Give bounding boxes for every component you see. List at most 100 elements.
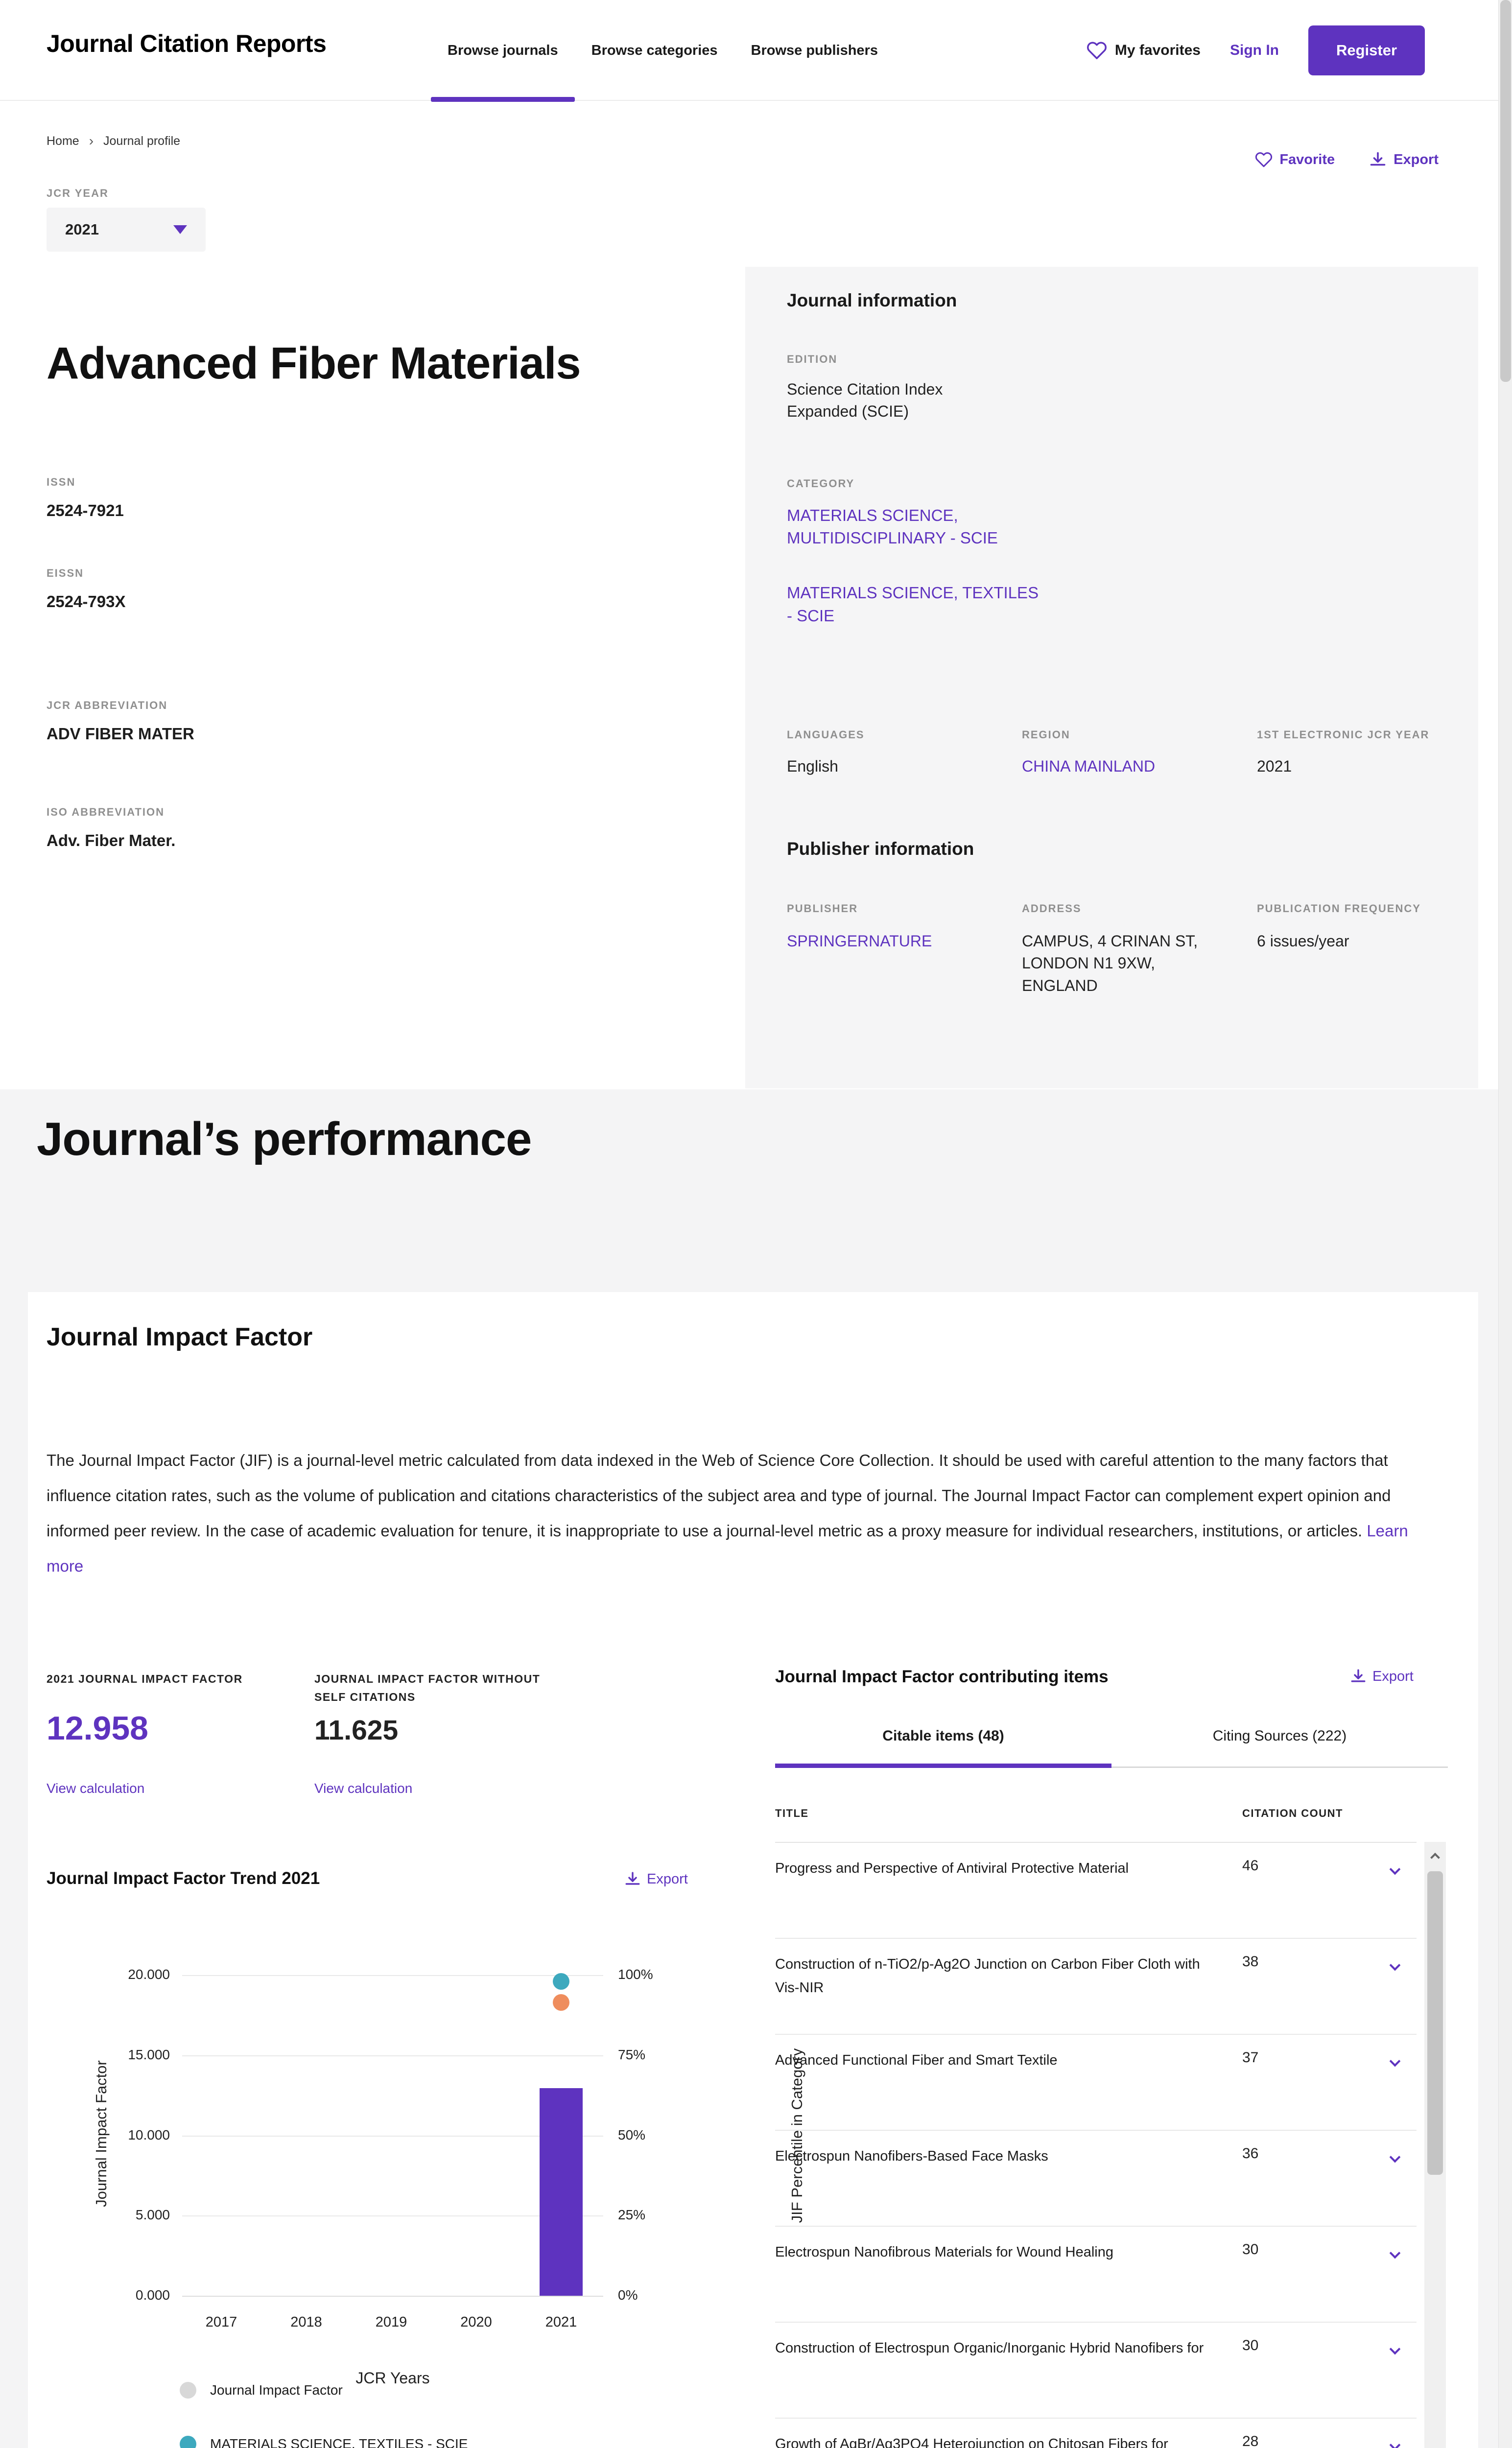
jif-no-self-value: 11.625 bbox=[314, 1715, 399, 1746]
view-calculation-link[interactable]: View calculation bbox=[314, 1781, 413, 1796]
tab-citable-items[interactable]: Citable items (48) bbox=[775, 1719, 1111, 1768]
app-logo[interactable]: Journal Citation Reports bbox=[47, 30, 327, 57]
trend-export-button[interactable]: Export bbox=[624, 1871, 688, 1887]
chevron-up-icon bbox=[1430, 1853, 1440, 1862]
publication-frequency-value: 6 issues/year bbox=[1257, 932, 1349, 950]
citable-item-citation-count: 37 bbox=[1242, 2049, 1259, 2066]
chevron-down-icon[interactable] bbox=[1389, 2055, 1401, 2067]
journal-info-heading: Journal information bbox=[787, 290, 957, 310]
column-header-title: TITLE bbox=[775, 1807, 809, 1819]
region-link[interactable]: CHINA MAINLAND bbox=[1022, 757, 1156, 775]
region-label: REGION bbox=[1022, 729, 1070, 741]
chevron-down-icon[interactable] bbox=[1389, 1959, 1401, 1971]
nav-browse-journals[interactable]: Browse journals bbox=[431, 0, 575, 102]
field-label-jcr-abbreviation: JCR ABBREVIATION bbox=[47, 699, 168, 711]
legend-dot-icon bbox=[180, 2382, 196, 2399]
journal-title: Advanced Fiber Materials bbox=[47, 338, 581, 388]
download-icon bbox=[625, 1872, 640, 1885]
citable-item-title[interactable]: Electrospun Nanofibrous Materials for Wo… bbox=[775, 2244, 1113, 2260]
percentile-dot-materials-science-multidisciplinary-scie[interactable] bbox=[553, 1994, 569, 2011]
my-favorites-button[interactable]: My favorites bbox=[1087, 40, 1201, 61]
legend-label: Journal Impact Factor bbox=[210, 2382, 343, 2398]
chevron-down-icon[interactable] bbox=[1389, 2343, 1401, 2355]
jif-bar-2021[interactable] bbox=[540, 2088, 583, 2296]
citable-item-row: Growth of AgBr/Ag3PO4 Heterojunction on … bbox=[775, 2419, 1417, 2448]
jif-learn-more-link[interactable]: Learn more bbox=[47, 1522, 1408, 1575]
citable-item-row: Advanced Functional Fiber and Smart Text… bbox=[775, 2035, 1417, 2131]
chevron-down-icon[interactable] bbox=[1389, 2439, 1401, 2448]
citable-item-citation-count: 38 bbox=[1242, 1954, 1259, 1970]
breadcrumb-separator-icon: › bbox=[89, 133, 94, 148]
x-axis-tick: 2021 bbox=[545, 2314, 577, 2330]
nav-browse-categories[interactable]: Browse categories bbox=[591, 42, 718, 58]
first-electronic-jcr-year-label: 1ST ELECTRONIC JCR YEAR bbox=[1257, 729, 1430, 741]
contributing-export-label: Export bbox=[1372, 1668, 1414, 1684]
y-axis-tick-right: 100% bbox=[618, 1967, 653, 1982]
scroll-up-button[interactable] bbox=[1424, 1842, 1446, 1869]
citable-item-citation-count: 30 bbox=[1242, 2241, 1259, 2258]
breadcrumb-current: Journal profile bbox=[103, 134, 181, 148]
nav-browse-publishers[interactable]: Browse publishers bbox=[751, 42, 878, 58]
citable-item-citation-count: 36 bbox=[1242, 2145, 1259, 2162]
category-link-materials-science-textiles-scie[interactable]: MATERIALS SCIENCE, TEXTILES - SCIE bbox=[787, 584, 1039, 625]
trend-export-label: Export bbox=[647, 1871, 688, 1887]
breadcrumb-home[interactable]: Home bbox=[47, 134, 79, 148]
header-actions: My favorites Sign In Register bbox=[1087, 0, 1425, 101]
citable-item-title[interactable]: Advanced Functional Fiber and Smart Text… bbox=[775, 2052, 1058, 2068]
favorite-button[interactable]: Favorite bbox=[1255, 151, 1335, 168]
address-value: CAMPUS, 4 CRINAN ST, LONDON N1 9XW, ENGL… bbox=[1022, 932, 1198, 994]
jcr-year-select[interactable]: 2021 bbox=[47, 208, 206, 252]
y-axis-tick-left: 15.000 bbox=[128, 2047, 170, 2062]
list-scrollbar-thumb[interactable] bbox=[1427, 1871, 1443, 2175]
sign-in-link[interactable]: Sign In bbox=[1230, 42, 1279, 58]
citable-item-title[interactable]: Progress and Perspective of Antiviral Pr… bbox=[775, 1860, 1129, 1876]
chevron-down-icon[interactable] bbox=[1389, 2151, 1401, 2163]
legend-item: Journal Impact Factor bbox=[180, 2382, 538, 2399]
publisher-info-heading: Publisher information bbox=[787, 839, 974, 859]
citable-item-row: Progress and Perspective of Antiviral Pr… bbox=[775, 1843, 1417, 1939]
category-link-materials-science-multidisciplinary-scie[interactable]: MATERIALS SCIENCE, MULTIDISCIPLINARY - S… bbox=[787, 506, 998, 547]
register-button[interactable]: Register bbox=[1308, 25, 1425, 75]
chevron-down-icon[interactable] bbox=[1389, 1863, 1401, 1875]
chart-gridline bbox=[182, 2296, 603, 2297]
citable-item-title[interactable]: Construction of Electrospun Organic/Inor… bbox=[775, 2340, 1204, 2356]
citable-item-row: Construction of n-TiO2/p-Ag2O Junction o… bbox=[775, 1939, 1417, 2035]
jif-2021-label: 2021 JOURNAL IMPACT FACTOR bbox=[47, 1672, 243, 1685]
x-axis-tick: 2019 bbox=[375, 2314, 407, 2330]
journal-impact-factor-card: Journal Impact Factor The Journal Impact… bbox=[28, 1292, 1478, 2448]
publisher-link[interactable]: SPRINGERNATURE bbox=[787, 932, 932, 950]
citable-item-title[interactable]: Growth of AgBr/Ag3PO4 Heterojunction on … bbox=[775, 2436, 1168, 2448]
citable-item-citation-count: 46 bbox=[1242, 1858, 1259, 1874]
journal-info-panel: Journal information EDITION Science Cita… bbox=[745, 267, 1478, 1088]
jif-trend-heading: Journal Impact Factor Trend 2021 bbox=[47, 1869, 320, 1888]
citable-item-title[interactable]: Construction of n-TiO2/p-Ag2O Junction o… bbox=[775, 1956, 1200, 1996]
list-scrollbar[interactable] bbox=[1424, 1842, 1446, 2448]
tab-citing-sources[interactable]: Citing Sources (222) bbox=[1111, 1719, 1448, 1768]
legend-item: MATERIALS SCIENCE, TEXTILES - SCIE bbox=[180, 2436, 538, 2448]
citable-item-row: Electrospun Nanofibrous Materials for Wo… bbox=[775, 2227, 1417, 2323]
heart-icon bbox=[1255, 152, 1273, 167]
browser-scrollbar[interactable] bbox=[1498, 0, 1512, 2448]
heart-icon bbox=[1087, 42, 1107, 59]
export-button[interactable]: Export bbox=[1369, 151, 1439, 168]
chart-gridline bbox=[182, 1975, 603, 1976]
jif-description: The Journal Impact Factor (JIF) is a jou… bbox=[47, 1443, 1418, 1584]
contributing-export-button[interactable]: Export bbox=[1350, 1668, 1414, 1685]
address-label: ADDRESS bbox=[1022, 902, 1082, 915]
percentile-dot-materials-science-textiles-scie[interactable] bbox=[553, 1973, 569, 1990]
export-label: Export bbox=[1394, 151, 1439, 167]
chart-gridline bbox=[182, 2135, 603, 2137]
favorite-label: Favorite bbox=[1279, 151, 1335, 167]
view-calculation-link[interactable]: View calculation bbox=[47, 1781, 145, 1796]
chevron-down-icon bbox=[173, 225, 187, 234]
y-axis-tick-left: 20.000 bbox=[128, 1967, 170, 1982]
legend-label: MATERIALS SCIENCE, TEXTILES - SCIE bbox=[210, 2436, 468, 2448]
browser-scrollbar-thumb[interactable] bbox=[1500, 0, 1511, 382]
languages-label: LANGUAGES bbox=[787, 729, 865, 741]
publisher-label: PUBLISHER bbox=[787, 902, 858, 915]
chevron-down-icon[interactable] bbox=[1389, 2247, 1401, 2259]
citable-item-citation-count: 28 bbox=[1242, 2433, 1259, 2448]
x-axis-label: JCR Years bbox=[355, 2369, 430, 2387]
citable-item-title[interactable]: Electrospun Nanofibers-Based Face Masks bbox=[775, 2148, 1048, 2164]
column-header-citation-count: CITATION COUNT bbox=[1242, 1807, 1343, 1819]
